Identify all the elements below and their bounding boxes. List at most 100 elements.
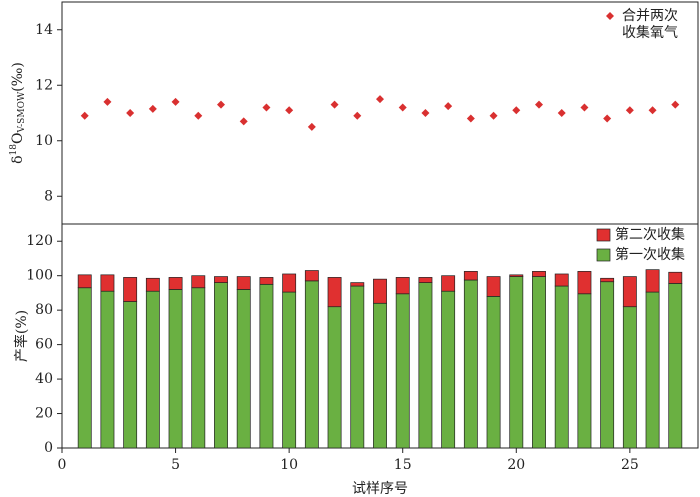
bar-segment bbox=[259, 277, 274, 285]
point bbox=[512, 106, 521, 115]
legend-label-line: 收集氧气 bbox=[622, 24, 678, 41]
bar-segment bbox=[532, 276, 546, 449]
point bbox=[330, 100, 339, 109]
bar-segment bbox=[327, 277, 342, 308]
point bbox=[171, 97, 180, 106]
bar-segment bbox=[463, 279, 478, 449]
y-tick-label: 20 bbox=[35, 406, 53, 422]
bar-segment bbox=[191, 287, 206, 449]
point bbox=[580, 103, 589, 112]
legend-marker bbox=[606, 12, 614, 20]
bar-segment bbox=[214, 276, 228, 283]
bar-segment bbox=[282, 273, 297, 293]
bar-segment bbox=[418, 277, 433, 283]
bar-segment bbox=[373, 302, 387, 449]
bar-segment bbox=[395, 293, 410, 449]
bar-segment bbox=[668, 283, 683, 449]
y-axis-label: 产率(%) bbox=[13, 310, 30, 362]
x-tick-label: 0 bbox=[58, 457, 67, 473]
y-tick-label: 10 bbox=[35, 133, 53, 149]
point bbox=[194, 111, 203, 120]
bar-segment bbox=[645, 291, 660, 449]
point bbox=[262, 103, 271, 112]
point bbox=[535, 100, 543, 109]
point bbox=[376, 95, 384, 104]
point bbox=[625, 106, 634, 115]
y-tick-label: 40 bbox=[35, 371, 53, 387]
point bbox=[398, 103, 407, 112]
bar-segment bbox=[463, 271, 478, 281]
bar-segment bbox=[554, 285, 569, 449]
y-tick-label: 120 bbox=[26, 233, 53, 249]
bar-segment bbox=[145, 277, 160, 292]
bar-segment bbox=[418, 282, 433, 449]
bar-segment bbox=[236, 276, 251, 290]
point bbox=[307, 122, 316, 131]
bar-segment bbox=[123, 301, 138, 449]
point bbox=[444, 102, 453, 111]
legend-label: 第一次收集 bbox=[615, 246, 685, 263]
point bbox=[648, 106, 657, 115]
point bbox=[557, 109, 566, 117]
bar-segment bbox=[304, 270, 319, 282]
point bbox=[603, 114, 612, 123]
y-axis-label-part: O bbox=[10, 133, 26, 144]
bar-segment bbox=[668, 271, 683, 284]
bar-segment bbox=[509, 276, 524, 449]
bar-segment bbox=[100, 274, 115, 292]
bar-segment bbox=[509, 274, 524, 277]
x-tick-label: 10 bbox=[280, 457, 298, 473]
point bbox=[80, 111, 89, 120]
bar-segment bbox=[259, 283, 274, 449]
legend-label: 合并两次收集氧气 bbox=[622, 8, 678, 41]
legend-swatch bbox=[596, 248, 611, 262]
y-axis-label-part: (‰) bbox=[10, 62, 26, 92]
y-axis-label-part: V-SMOW bbox=[17, 91, 27, 133]
point bbox=[103, 97, 112, 106]
bar-segment bbox=[532, 271, 546, 277]
bar-segment bbox=[77, 287, 92, 449]
point bbox=[126, 109, 135, 117]
x-tick-label: 15 bbox=[394, 457, 412, 473]
bar-segment bbox=[236, 289, 251, 449]
legend-swatch bbox=[596, 228, 611, 242]
bar-segment bbox=[168, 277, 183, 290]
bar-segment bbox=[373, 278, 387, 304]
point bbox=[285, 106, 294, 115]
y-tick-label: 60 bbox=[35, 337, 53, 353]
y-tick-label: 80 bbox=[35, 302, 53, 318]
bar-segment bbox=[600, 277, 615, 283]
bar-segment bbox=[622, 276, 637, 308]
point bbox=[148, 104, 157, 113]
x-tick-label: 5 bbox=[171, 457, 180, 473]
bar-segment bbox=[145, 290, 160, 449]
bar-segment bbox=[350, 282, 365, 287]
y-tick-label: 14 bbox=[35, 22, 53, 38]
x-axis-label: 试样序号 bbox=[352, 481, 408, 497]
point bbox=[671, 100, 680, 109]
y-axis-label-part: δ bbox=[10, 155, 26, 163]
bar-segment bbox=[304, 280, 319, 449]
point bbox=[239, 117, 248, 126]
bar-segment bbox=[577, 293, 592, 449]
bar-segment bbox=[486, 296, 501, 449]
bar-segment bbox=[282, 291, 297, 449]
legend-label: 第二次收集 bbox=[615, 226, 685, 243]
bar-segment bbox=[191, 275, 206, 289]
bar-segment bbox=[622, 306, 637, 449]
bar-segment bbox=[327, 306, 342, 449]
bar-segment bbox=[577, 271, 592, 295]
bar-segment bbox=[600, 281, 615, 449]
bar-segment bbox=[168, 289, 183, 449]
point bbox=[466, 114, 475, 123]
y-tick-label: 100 bbox=[26, 268, 53, 284]
bar-segment bbox=[214, 282, 228, 449]
bar-segment bbox=[123, 277, 138, 302]
bar-segment bbox=[486, 276, 501, 297]
bar-segment bbox=[100, 290, 115, 449]
y-axis-label-part: 18 bbox=[9, 144, 19, 156]
bar-segment bbox=[350, 285, 365, 449]
y-tick-label: 12 bbox=[35, 77, 53, 93]
plot-frame bbox=[61, 1, 699, 225]
